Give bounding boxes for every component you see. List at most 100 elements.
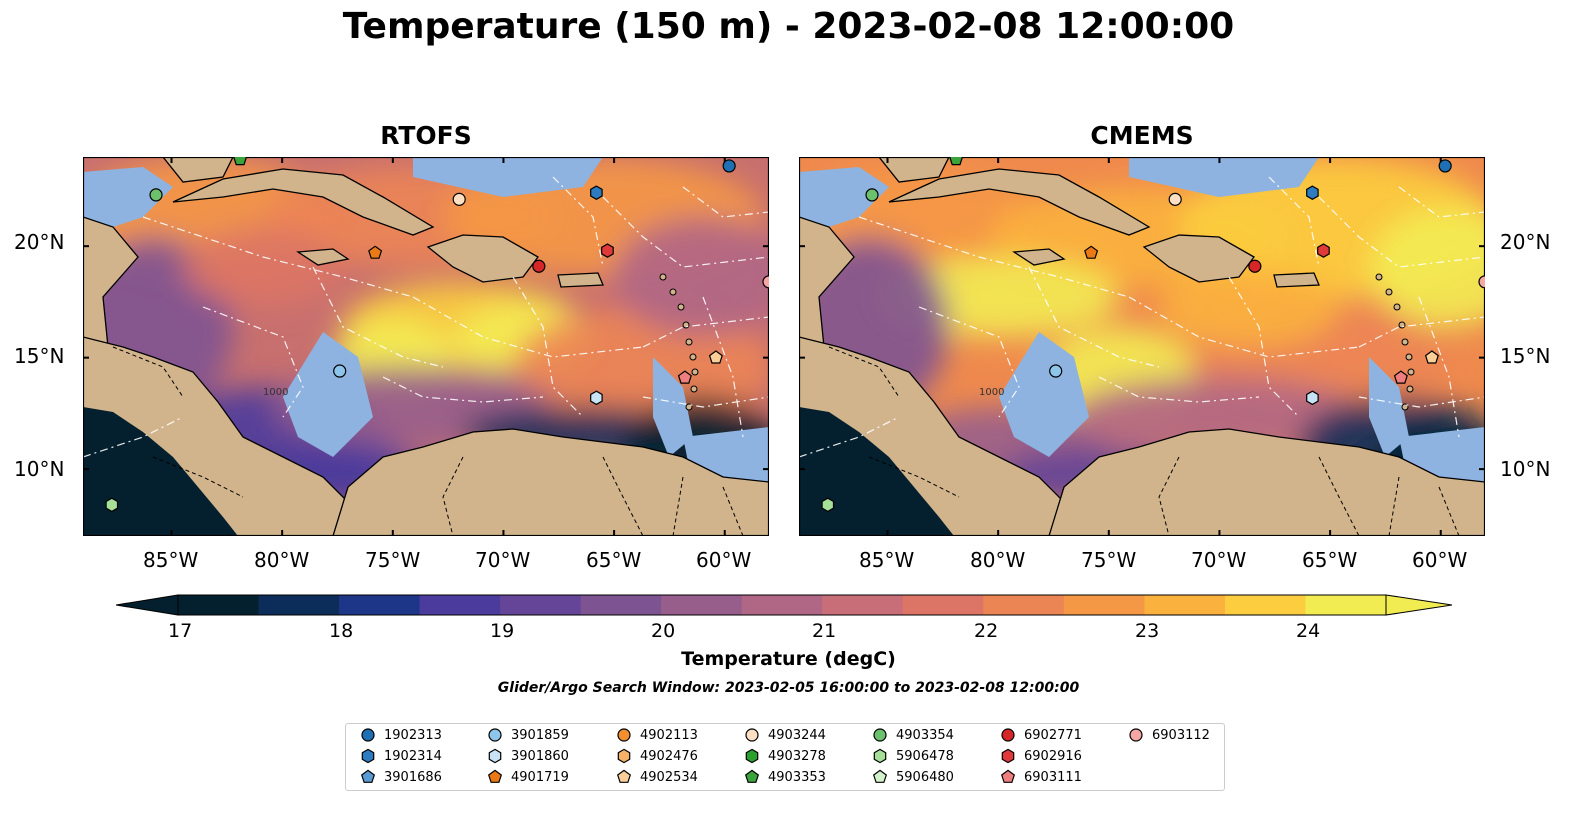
legend-label: 3901860 <box>511 748 569 764</box>
float-marker-6903111 <box>1393 370 1408 384</box>
colorbar-segment <box>1305 595 1387 615</box>
legend-marker-circle <box>488 728 502 742</box>
colorbar-tick-label: 17 <box>168 620 193 642</box>
float-marker-3901860 <box>1306 390 1319 406</box>
legend-marker-circle <box>617 728 631 742</box>
legend-item-6903112: 6903112 <box>1128 727 1210 743</box>
legend-marker-shape <box>617 728 631 742</box>
float-marker-4903353 <box>949 157 964 166</box>
lon-tick-label: 65°W <box>1302 548 1358 572</box>
float-marker-4902534 <box>708 350 723 364</box>
colorbar-segment <box>500 595 582 615</box>
legend-label: 6903112 <box>1152 727 1210 743</box>
colorbar-frame <box>177 594 1387 616</box>
legend-item-6902916: 6902916 <box>1000 748 1082 764</box>
legend-marker-shape <box>360 769 376 783</box>
colorbar-segment <box>822 595 904 615</box>
landmass <box>1048 428 1485 536</box>
contour-label: 1000 <box>263 387 288 398</box>
legend-marker-shape <box>1129 728 1143 742</box>
pacific-ocean <box>83 407 238 536</box>
legend-item-4903278: 4903278 <box>744 748 826 764</box>
float-marker-4903353 <box>233 157 248 166</box>
colorbar-tick-label: 20 <box>651 620 676 642</box>
lon-tick-label: 70°W <box>1191 548 1247 572</box>
legend-label: 4903354 <box>896 727 954 743</box>
legend-item-6903111: 6903111 <box>1000 769 1082 785</box>
legend-item-6902771: 6902771 <box>1000 727 1082 743</box>
shallow-shelf <box>1369 357 1409 457</box>
colorbar-tick-label: 18 <box>329 620 354 642</box>
legend-marker-shape <box>1000 769 1016 783</box>
legend-marker-shape <box>361 748 375 764</box>
legend-item-3901860: 3901860 <box>487 748 569 764</box>
landmass <box>332 428 769 536</box>
legend-marker-hexagon <box>1001 748 1015 764</box>
colorbar-segment <box>419 595 501 615</box>
landmass <box>162 157 234 183</box>
colorbar-extend-min <box>116 594 179 616</box>
map-panel-rtofs: 1000 <box>83 157 769 536</box>
legend-marker-hexagon <box>617 748 631 764</box>
colorbar-segment <box>1144 595 1226 615</box>
figure-title: Temperature (150 m) - 2023-02-08 12:00:0… <box>342 6 1235 47</box>
legend-marker-shape <box>1001 748 1015 764</box>
shallow-shelf <box>799 167 889 227</box>
float-marker-4902534 <box>1424 350 1439 364</box>
legend-label: 4903353 <box>768 769 826 785</box>
float-marker-5906478 <box>821 497 835 513</box>
legend-label: 3901859 <box>511 727 569 743</box>
colorbar-segment <box>741 595 823 615</box>
country-borders <box>112 346 744 536</box>
shallow-shelf <box>1129 157 1319 197</box>
legend-marker-pentagon <box>872 769 888 783</box>
legend-item-4903354: 4903354 <box>872 727 954 743</box>
lat-tick-label: 20°N <box>1500 230 1551 254</box>
legend-item-4902534: 4902534 <box>616 769 698 785</box>
legend-item-4901719: 4901719 <box>487 769 569 785</box>
legend-item-1902314: 1902314 <box>360 748 442 764</box>
legend-label: 5906478 <box>896 748 954 764</box>
map-frame <box>799 157 1485 536</box>
float-marker-1902314 <box>590 185 603 200</box>
float-marker-3901859 <box>1049 364 1063 378</box>
lat-tick-label: 10°N <box>1500 457 1551 481</box>
legend-marker-shape <box>487 769 503 783</box>
lat-tick-label: 15°N <box>14 344 65 368</box>
legend-label: 5906480 <box>896 769 954 785</box>
legend-label: 6903111 <box>1024 769 1082 785</box>
float-marker-4901719 <box>368 245 383 259</box>
legend-marker-shape <box>617 748 631 764</box>
legend-item-4902113: 4902113 <box>616 727 698 743</box>
landmass <box>557 272 604 288</box>
float-marker-6902916 <box>601 243 614 258</box>
legend-marker-shape <box>361 728 375 742</box>
lon-tick-label: 65°W <box>586 548 642 572</box>
lon-tick-label: 85°W <box>859 548 915 572</box>
shallow-shelf <box>283 332 373 457</box>
lon-tick-label: 85°W <box>143 548 199 572</box>
colorbar-label: Temperature (degC) <box>681 648 896 670</box>
lesser-antilles <box>659 273 699 411</box>
float-marker-1902313 <box>1438 159 1452 173</box>
colorbar-tick-label: 22 <box>974 620 999 642</box>
float-marker-1902313 <box>722 159 736 173</box>
colorbar-segment <box>178 595 260 615</box>
float-marker-6903112 <box>1478 275 1485 289</box>
colorbar-extend-max <box>1385 594 1452 616</box>
pacific-ocean <box>799 407 954 536</box>
legend-item-4902476: 4902476 <box>616 748 698 764</box>
float-marker-1902314 <box>1306 185 1319 200</box>
colorbar-segment <box>580 595 662 615</box>
legend-item-5906478: 5906478 <box>872 748 954 764</box>
legend-marker-pentagon <box>1000 769 1016 783</box>
float-marker-4901719 <box>1084 245 1099 259</box>
legend-marker-pentagon <box>744 769 760 783</box>
map-panel-cmems: 1000 <box>799 157 1485 536</box>
landmass <box>426 234 539 283</box>
legend-marker-shape <box>1001 728 1015 742</box>
shallow-shelf <box>653 357 693 457</box>
colorbar-segment <box>258 595 340 615</box>
legend-label: 6902771 <box>1024 727 1082 743</box>
colorbar-segment <box>902 595 984 615</box>
